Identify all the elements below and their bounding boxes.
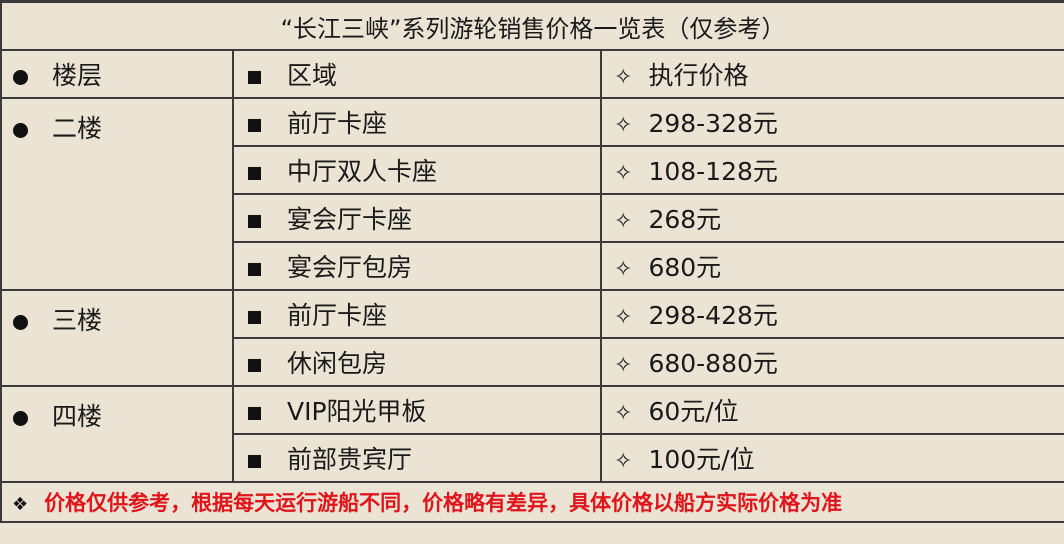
area-label: 休闲包房 [287, 349, 388, 378]
table-row: 前部贵宾厅 ✧ 100元/位 [1, 433, 1064, 483]
diamond-star-icon: ✧ [614, 449, 633, 474]
area-label: 中厅双人卡座 [287, 157, 438, 186]
area-cell: 宴会厅卡座 [232, 193, 602, 243]
table-row: 二楼 前厅卡座 ✧ 298-328元 [0, 97, 1064, 291]
bullet-circle-icon [13, 122, 28, 138]
price-cell: ✧ 298-328元 [599, 97, 1064, 147]
floor-cell: 三楼 [0, 289, 234, 387]
table-row: 三楼 前厅卡座 ✧ 298-428元 [0, 289, 1064, 387]
floor-label: 二楼 [52, 114, 103, 143]
header-price: 执行价格 [648, 61, 749, 90]
bullet-square-icon [248, 166, 261, 180]
diamond-bullet-icon: ❖ [12, 494, 29, 515]
area-cell: 中厅双人卡座 [232, 145, 602, 195]
bullet-square-icon [248, 262, 261, 276]
bullet-square-icon [248, 70, 261, 84]
area-label: 宴会厅包房 [287, 253, 413, 282]
table-title: “长江三峡”系列游轮销售价格一览表（仅参考） [0, 0, 1064, 51]
header-area: 区域 [287, 61, 338, 90]
price-value: 298-428元 [648, 301, 778, 330]
area-label: 前部贵宾厅 [287, 445, 413, 474]
area-cell: VIP阳光甲板 [232, 385, 602, 435]
diamond-star-icon: ✧ [614, 65, 633, 90]
price-value: 268元 [648, 205, 722, 234]
floor-cell: 四楼 [0, 385, 234, 483]
price-cell: ✧ 680元 [599, 241, 1064, 291]
floor-label: 三楼 [52, 306, 103, 335]
price-cell: ✧ 60元/位 [599, 385, 1064, 435]
bullet-square-icon [248, 214, 261, 228]
price-value: 298-328元 [648, 109, 778, 138]
table-row: 宴会厅包房 ✧ 680元 [1, 241, 1064, 291]
table-row: 四楼 VIP阳光甲板 ✧ 60元/位 [0, 385, 1064, 483]
area-label: 前厅卡座 [287, 109, 388, 138]
area-cell: 休闲包房 [232, 337, 602, 387]
price-value: 100元/位 [648, 445, 755, 474]
price-cell: ✧ 680-880元 [599, 337, 1064, 387]
price-cell: ✧ 108-128元 [599, 145, 1064, 195]
diamond-star-icon: ✧ [614, 113, 633, 138]
price-value: 108-128元 [648, 157, 778, 186]
diamond-star-icon: ✧ [614, 353, 633, 378]
floor-label: 四楼 [52, 402, 103, 431]
price-value: 680元 [648, 253, 722, 282]
diamond-star-icon: ✧ [614, 305, 633, 330]
diamond-star-icon: ✧ [614, 161, 633, 186]
footnote: ❖ 价格仅供参考，根据每天运行游船不同，价格略有差异，具体价格以船方实际价格为准 [0, 481, 1064, 523]
area-cell: 前部贵宾厅 [232, 433, 602, 483]
price-value: 680-880元 [648, 349, 778, 378]
bullet-square-icon [248, 454, 261, 468]
diamond-star-icon: ✧ [614, 209, 633, 234]
header-row: 楼层 区域 ✧ 执行价格 [0, 49, 1064, 99]
area-cell: 前厅卡座 [232, 289, 602, 339]
bullet-circle-icon [13, 410, 28, 426]
price-cell: ✧ 268元 [599, 193, 1064, 243]
price-value: 60元/位 [648, 397, 739, 426]
header-floor: 楼层 [52, 61, 103, 90]
diamond-star-icon: ✧ [614, 257, 633, 282]
price-table: “长江三峡”系列游轮销售价格一览表（仅参考） 楼层 区域 ✧ 执行价格 二楼 前厅卡… [0, 0, 1064, 523]
floor-cell: 二楼 [0, 97, 234, 291]
table-row: 中厅双人卡座 ✧ 108-128元 [1, 145, 1064, 195]
bullet-circle-icon [13, 69, 28, 85]
price-cell: ✧ 100元/位 [599, 433, 1064, 483]
area-cell: 前厅卡座 [232, 97, 602, 147]
bullet-square-icon [248, 406, 261, 420]
area-label: 前厅卡座 [287, 301, 388, 330]
bullet-square-icon [248, 310, 261, 324]
area-label: 宴会厅卡座 [287, 205, 413, 234]
price-cell: ✧ 298-428元 [599, 289, 1064, 339]
table-row: 宴会厅卡座 ✧ 268元 [1, 193, 1064, 243]
bullet-square-icon [248, 358, 261, 372]
bullet-square-icon [248, 118, 261, 132]
table-row: 休闲包房 ✧ 680-880元 [1, 337, 1064, 387]
bullet-circle-icon [13, 314, 28, 330]
diamond-star-icon: ✧ [614, 401, 633, 426]
area-cell: 宴会厅包房 [232, 241, 602, 291]
footnote-text: 价格仅供参考，根据每天运行游船不同，价格略有差异，具体价格以船方实际价格为准 [44, 491, 843, 515]
area-label: VIP阳光甲板 [287, 397, 427, 426]
